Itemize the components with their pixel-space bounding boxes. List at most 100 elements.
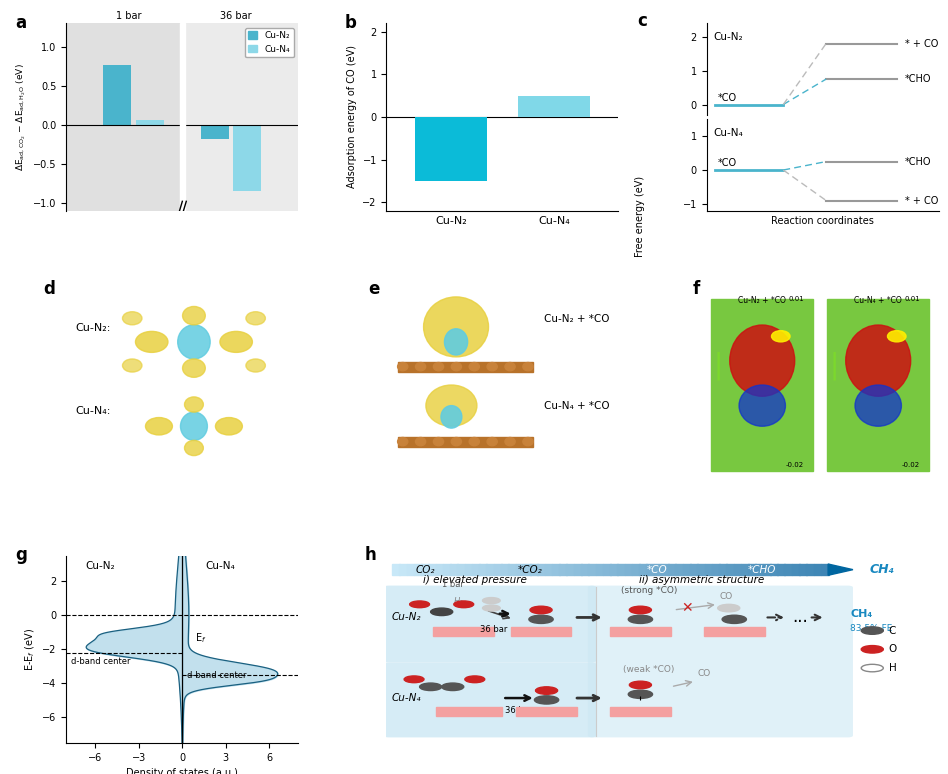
Bar bbox=[415, 117, 487, 181]
Circle shape bbox=[722, 615, 746, 623]
Text: g: g bbox=[15, 546, 27, 564]
Bar bbox=[639, 564, 647, 575]
Bar bbox=[421, 564, 428, 575]
Text: CO₂: CO₂ bbox=[415, 565, 435, 574]
Text: H₂: H₂ bbox=[453, 598, 463, 606]
Bar bbox=[182, 23, 299, 211]
Text: Cu-N₂ + *CO: Cu-N₂ + *CO bbox=[544, 314, 610, 324]
Bar bbox=[103, 65, 132, 125]
Bar bbox=[508, 564, 516, 575]
Text: *CO: *CO bbox=[718, 93, 737, 103]
Bar bbox=[545, 564, 553, 575]
Bar bbox=[399, 564, 407, 575]
Text: Cu-N₄ + *CO: Cu-N₄ + *CO bbox=[544, 401, 610, 411]
Bar bbox=[516, 564, 523, 575]
Bar bbox=[676, 564, 684, 575]
Text: -0.02: -0.02 bbox=[902, 462, 920, 468]
Text: CO: CO bbox=[698, 669, 710, 677]
Ellipse shape bbox=[246, 312, 265, 325]
Bar bbox=[494, 564, 501, 575]
Circle shape bbox=[505, 437, 515, 446]
Bar bbox=[704, 564, 712, 575]
Text: CO: CO bbox=[720, 591, 733, 601]
Bar bbox=[777, 564, 785, 575]
Bar bbox=[763, 564, 771, 575]
Bar bbox=[734, 564, 741, 575]
Bar bbox=[567, 564, 574, 575]
Text: 36 bar: 36 bar bbox=[220, 12, 251, 22]
Circle shape bbox=[430, 608, 453, 615]
Circle shape bbox=[451, 437, 462, 446]
Ellipse shape bbox=[122, 359, 142, 372]
Y-axis label: E-E$_f$ (eV): E-E$_f$ (eV) bbox=[23, 628, 37, 671]
Text: 1 bar: 1 bar bbox=[442, 580, 464, 590]
Text: 36 bar: 36 bar bbox=[481, 625, 508, 635]
Ellipse shape bbox=[445, 329, 467, 355]
Text: 0.01: 0.01 bbox=[904, 296, 920, 302]
Bar bbox=[792, 564, 799, 575]
Bar bbox=[611, 707, 671, 717]
Bar bbox=[450, 564, 458, 575]
Circle shape bbox=[487, 437, 498, 446]
Circle shape bbox=[397, 362, 408, 371]
Text: Cu-N₄: Cu-N₄ bbox=[206, 560, 235, 570]
Text: (weak *CO): (weak *CO) bbox=[623, 665, 674, 674]
Ellipse shape bbox=[739, 385, 786, 426]
Bar bbox=[661, 564, 668, 575]
Text: a: a bbox=[15, 14, 27, 32]
Bar bbox=[398, 361, 533, 372]
Bar bbox=[136, 120, 164, 125]
Ellipse shape bbox=[855, 385, 902, 426]
Circle shape bbox=[410, 601, 429, 608]
Text: d-band center: d-band center bbox=[187, 671, 246, 680]
Ellipse shape bbox=[177, 325, 210, 359]
Ellipse shape bbox=[215, 417, 243, 435]
Text: Cu-N₄ + *CO: Cu-N₄ + *CO bbox=[854, 296, 902, 305]
Text: Cu-N₂: Cu-N₂ bbox=[714, 33, 743, 43]
Bar bbox=[552, 564, 559, 575]
Bar bbox=[413, 564, 422, 575]
Circle shape bbox=[420, 683, 442, 690]
Bar bbox=[589, 564, 596, 575]
Bar bbox=[443, 564, 450, 575]
Bar bbox=[821, 564, 829, 575]
Text: C: C bbox=[889, 625, 896, 635]
Bar bbox=[711, 299, 813, 471]
FancyBboxPatch shape bbox=[384, 586, 596, 663]
Ellipse shape bbox=[136, 331, 168, 352]
Circle shape bbox=[629, 690, 652, 698]
Circle shape bbox=[629, 615, 652, 623]
Ellipse shape bbox=[846, 325, 911, 396]
Text: 36 bar: 36 bar bbox=[505, 706, 533, 715]
Legend: Cu-N₂, Cu-N₄: Cu-N₂, Cu-N₄ bbox=[245, 28, 294, 57]
Bar bbox=[698, 564, 705, 575]
Circle shape bbox=[523, 362, 533, 371]
Text: |: | bbox=[830, 351, 839, 380]
X-axis label: Reaction coordinates: Reaction coordinates bbox=[771, 216, 874, 226]
Circle shape bbox=[483, 598, 501, 604]
Bar bbox=[457, 564, 465, 575]
Bar bbox=[201, 125, 228, 139]
Text: Cu-N₄: Cu-N₄ bbox=[714, 128, 743, 139]
Ellipse shape bbox=[441, 406, 462, 428]
Bar bbox=[595, 564, 603, 575]
Bar bbox=[392, 564, 400, 575]
Text: ...: ... bbox=[793, 608, 808, 626]
Bar bbox=[465, 564, 472, 575]
Circle shape bbox=[629, 681, 651, 689]
Text: O: O bbox=[889, 644, 897, 654]
Text: * + CO: * + CO bbox=[904, 39, 938, 49]
Bar bbox=[398, 437, 533, 447]
Text: Cu-N₂: Cu-N₂ bbox=[85, 560, 115, 570]
Text: *CO₂: *CO₂ bbox=[518, 565, 542, 574]
Circle shape bbox=[861, 646, 884, 653]
Text: (strong *CO): (strong *CO) bbox=[621, 586, 677, 595]
Bar bbox=[428, 564, 436, 575]
Polygon shape bbox=[829, 564, 853, 575]
Bar bbox=[807, 564, 814, 575]
Bar bbox=[436, 707, 502, 717]
Bar bbox=[581, 564, 589, 575]
Circle shape bbox=[404, 676, 424, 683]
Ellipse shape bbox=[185, 440, 204, 456]
Circle shape bbox=[465, 676, 484, 683]
